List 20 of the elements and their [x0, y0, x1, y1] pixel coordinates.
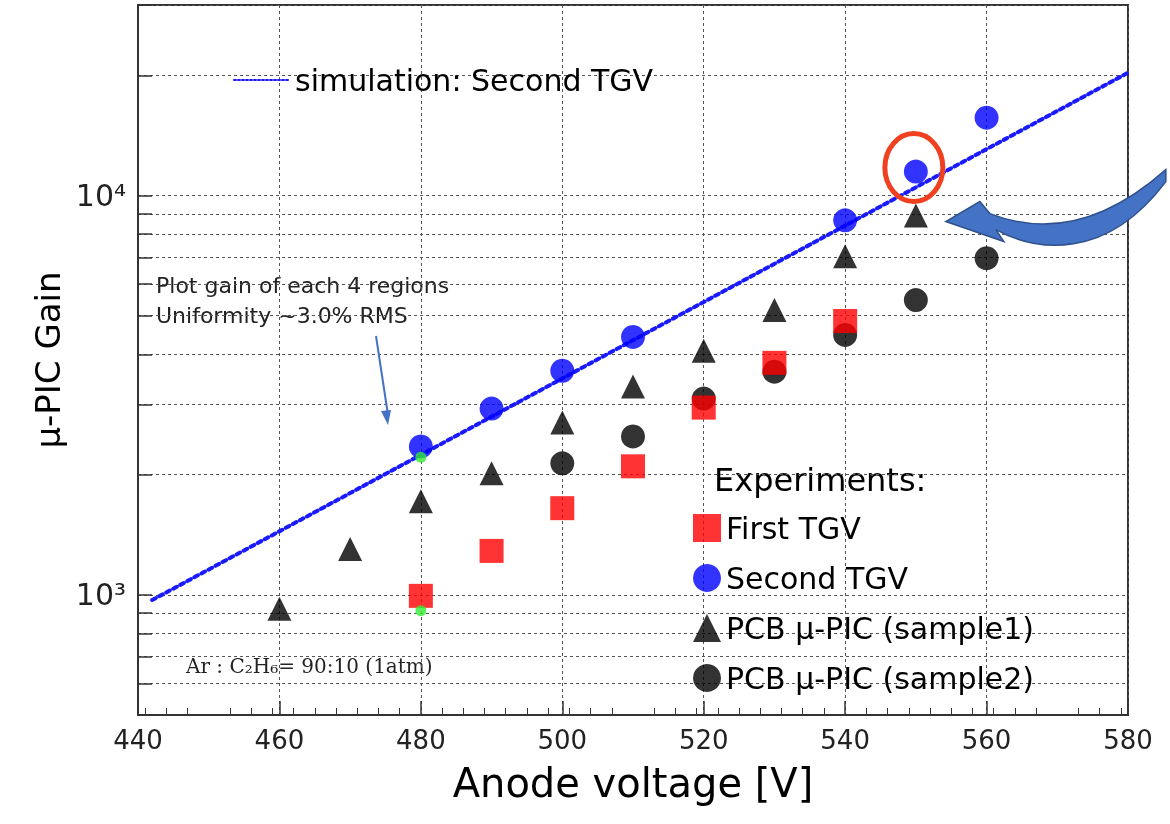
legend-label: PCB μ-PIC (sample2): [726, 660, 1035, 696]
annotation: Plot gain of each 4 regions Uniformity ~3.0% RMS: [156, 272, 450, 328]
y-tick-label: 10³: [75, 577, 126, 613]
legend-label: simulation: Second TGV: [295, 62, 654, 98]
legend-label: First TGV: [726, 510, 862, 546]
legend-label: PCB μ-PIC (sample1): [726, 610, 1035, 646]
x-tick-label: 480: [396, 725, 446, 755]
legend-title: Experiments:: [714, 461, 927, 499]
legend-label: Second TGV: [726, 560, 909, 596]
x-axis-title: Anode voltage [V]: [452, 760, 814, 806]
annotation: Ar : C₂H₆= 90:10 (1atm): [185, 654, 433, 678]
x-tick-label: 540: [820, 725, 870, 755]
x-tick-label: 440: [113, 725, 163, 755]
x-tick-label: 520: [678, 725, 729, 755]
y-axis-title: μ-PIC Gain: [27, 271, 68, 449]
x-tick-label: 560: [961, 725, 1012, 755]
x-tick-label: 500: [537, 725, 588, 755]
x-tick-label: 580: [1103, 725, 1153, 755]
x-tick-label: 460: [254, 725, 305, 755]
y-tick-label: 10⁴: [75, 178, 126, 214]
